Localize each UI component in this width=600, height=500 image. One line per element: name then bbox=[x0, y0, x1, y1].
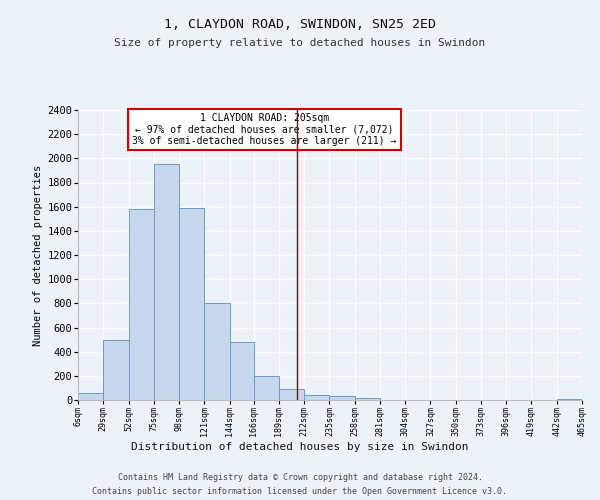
Text: 1 CLAYDON ROAD: 205sqm
← 97% of detached houses are smaller (7,072)
3% of semi-d: 1 CLAYDON ROAD: 205sqm ← 97% of detached… bbox=[132, 113, 397, 146]
Text: 1, CLAYDON ROAD, SWINDON, SN25 2ED: 1, CLAYDON ROAD, SWINDON, SN25 2ED bbox=[164, 18, 436, 30]
Text: Distribution of detached houses by size in Swindon: Distribution of detached houses by size … bbox=[131, 442, 469, 452]
Bar bbox=[128, 209, 154, 400]
Text: Contains HM Land Registry data © Crown copyright and database right 2024.: Contains HM Land Registry data © Crown c… bbox=[118, 472, 482, 482]
Bar bbox=[279, 388, 304, 400]
Bar bbox=[304, 394, 329, 400]
Bar bbox=[204, 304, 230, 400]
Bar bbox=[355, 398, 380, 400]
Bar bbox=[103, 340, 128, 400]
Bar bbox=[557, 399, 582, 400]
Bar bbox=[154, 164, 179, 400]
Y-axis label: Number of detached properties: Number of detached properties bbox=[33, 164, 43, 346]
Text: Contains public sector information licensed under the Open Government Licence v3: Contains public sector information licen… bbox=[92, 488, 508, 496]
Bar bbox=[329, 396, 355, 400]
Bar bbox=[230, 342, 254, 400]
Bar bbox=[179, 208, 204, 400]
Bar bbox=[78, 394, 103, 400]
Text: Size of property relative to detached houses in Swindon: Size of property relative to detached ho… bbox=[115, 38, 485, 48]
Bar bbox=[254, 376, 279, 400]
